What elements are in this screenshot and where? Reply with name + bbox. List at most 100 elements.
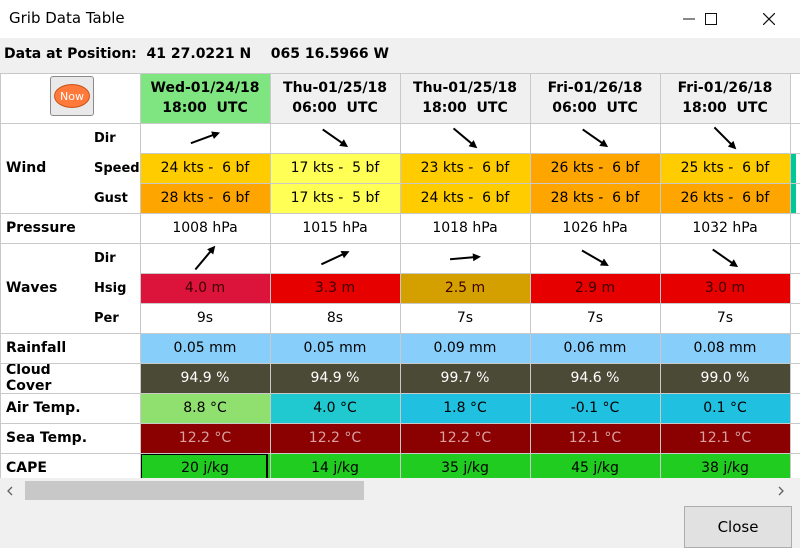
- sub-label-speed: Speed: [94, 160, 140, 176]
- sub-label-hsig: Hsig: [94, 280, 127, 296]
- sea-temp-cell: 12.2 °C: [400, 423, 530, 453]
- column-date: Fri-01/26/18: [677, 80, 773, 96]
- sub-label-wind-dir: Dir: [94, 130, 116, 146]
- selected-cell-outline: [140, 453, 268, 478]
- cloud-cover-cell: 94.9 %: [140, 363, 270, 393]
- next-column-edge-cell: [790, 183, 796, 213]
- scrollbar-thumb[interactable]: [25, 481, 364, 500]
- now-bubble-icon: Now: [54, 84, 90, 108]
- rainfall-cell: 0.06 mm: [530, 333, 660, 363]
- footer: [0, 504, 800, 548]
- grid-hline: [0, 213, 800, 214]
- waves-hsig-cell: 3.3 m: [270, 273, 400, 303]
- direction-arrow-icon: [190, 131, 221, 145]
- wind-speed-cell: 17 kts - 5 bf: [270, 153, 400, 183]
- column-header[interactable]: Fri-01/26/18 06:00 UTC: [530, 73, 660, 123]
- cloud-cover-cell: 94.6 %: [530, 363, 660, 393]
- direction-arrow-icon: [194, 245, 216, 271]
- wind-dir-cell: [140, 123, 270, 153]
- pressure-cell: 1015 hPa: [270, 213, 400, 243]
- grid-hline: [0, 423, 800, 424]
- air-temp-cell: 1.8 °C: [400, 393, 530, 423]
- cape-cell: 35 j/kg: [400, 453, 530, 478]
- next-column-edge: [790, 153, 800, 478]
- column-date: Thu-01/25/18: [413, 80, 517, 96]
- waves-dir-cell: [530, 243, 660, 273]
- pressure-cell: 1032 hPa: [660, 213, 790, 243]
- scroll-right-icon[interactable]: [777, 486, 785, 496]
- wind-dir-cell: [660, 123, 790, 153]
- grid-hline: [0, 73, 800, 74]
- wind-gust-cell: 24 kts - 6 bf: [400, 183, 530, 213]
- close-icon: [763, 13, 775, 25]
- scroll-left-icon[interactable]: [6, 486, 14, 496]
- wind-speed-cell: 25 kts - 6 bf: [660, 153, 790, 183]
- waves-hsig-cell: 3.0 m: [660, 273, 790, 303]
- wind-gust-cell: 28 kts - 6 bf: [530, 183, 660, 213]
- cloud-cover-cell: 99.0 %: [660, 363, 790, 393]
- row-label-wind: Wind: [6, 160, 47, 176]
- wind-speed-cell: 24 kts - 6 bf: [140, 153, 270, 183]
- wind-speed-cell: 23 kts - 6 bf: [400, 153, 530, 183]
- waves-period-cell: 7s: [400, 303, 530, 333]
- close-window-button[interactable]: [746, 0, 792, 38]
- wind-dir-cell: [530, 123, 660, 153]
- close-button[interactable]: Close: [684, 506, 792, 548]
- position-lat: 41 27.0221 N: [146, 46, 252, 62]
- column-date: Fri-01/26/18: [547, 80, 643, 96]
- direction-arrow-icon: [582, 128, 609, 148]
- direction-arrow-icon: [322, 128, 349, 148]
- column-header[interactable]: Thu-01/25/18 18:00 UTC: [400, 73, 530, 123]
- row-label-rainfall: Rainfall: [6, 340, 67, 356]
- cape-cell: 20 j/kg: [140, 453, 270, 478]
- grid-vline: [660, 73, 661, 478]
- maximize-button[interactable]: [688, 0, 734, 38]
- row-label-pressure: Pressure: [6, 220, 76, 236]
- sub-label-waves-dir: Dir: [94, 250, 116, 266]
- waves-period-cell: 9s: [140, 303, 270, 333]
- row-label-cloud-cover: Cloud Cover: [6, 362, 52, 394]
- direction-arrow-icon: [713, 126, 737, 150]
- sub-label-gust: Gust: [94, 190, 128, 206]
- grid-vline: [140, 73, 141, 478]
- waves-hsig-cell: 4.0 m: [140, 273, 270, 303]
- grid-vline: [0, 73, 1, 478]
- grid-hline: [0, 453, 800, 454]
- column-time: 18:00 UTC: [682, 100, 768, 116]
- pressure-cell: 1018 hPa: [400, 213, 530, 243]
- column-time: 06:00 UTC: [552, 100, 638, 116]
- grid-hline: [140, 303, 800, 304]
- sea-temp-cell: 12.1 °C: [660, 423, 790, 453]
- column-header[interactable]: Thu-01/25/18 06:00 UTC: [270, 73, 400, 123]
- row-label-sea-temp: Sea Temp.: [6, 430, 88, 446]
- horizontal-scrollbar[interactable]: [0, 478, 800, 504]
- grid-hline: [140, 183, 800, 184]
- waves-period-cell: 8s: [270, 303, 400, 333]
- wind-speed-cell: 26 kts - 6 bf: [530, 153, 660, 183]
- row-label-waves: Waves: [6, 280, 58, 296]
- wind-gust-cell: 26 kts - 6 bf: [660, 183, 790, 213]
- cape-cell: 14 j/kg: [270, 453, 400, 478]
- row-label-air-temp: Air Temp.: [6, 400, 81, 416]
- row-label-cape: CAPE: [6, 460, 47, 476]
- grib-data-table: Now Wed-01/24/18 18:00 UTC Thu-01/25/18 06:…: [0, 73, 800, 478]
- grid-hline: [0, 393, 800, 394]
- now-button[interactable]: Now: [50, 76, 94, 116]
- pressure-cell: 1026 hPa: [530, 213, 660, 243]
- cloud-cover-cell: 94.9 %: [270, 363, 400, 393]
- rainfall-cell: 0.05 mm: [270, 333, 400, 363]
- column-header[interactable]: Fri-01/26/18 18:00 UTC: [660, 73, 790, 123]
- waves-period-cell: 7s: [530, 303, 660, 333]
- waves-dir-cell: [400, 243, 530, 273]
- minimize-button[interactable]: [666, 0, 712, 38]
- sea-temp-cell: 12.2 °C: [140, 423, 270, 453]
- grid-vline: [400, 73, 401, 478]
- direction-arrow-icon: [581, 249, 609, 266]
- minimize-icon: [683, 18, 695, 20]
- sea-temp-cell: 12.1 °C: [530, 423, 660, 453]
- grid-vline: [530, 73, 531, 478]
- rainfall-cell: 0.05 mm: [140, 333, 270, 363]
- column-header[interactable]: Wed-01/24/18 18:00 UTC: [140, 73, 270, 123]
- waves-period-cell: 7s: [660, 303, 790, 333]
- direction-arrow-icon: [320, 250, 350, 266]
